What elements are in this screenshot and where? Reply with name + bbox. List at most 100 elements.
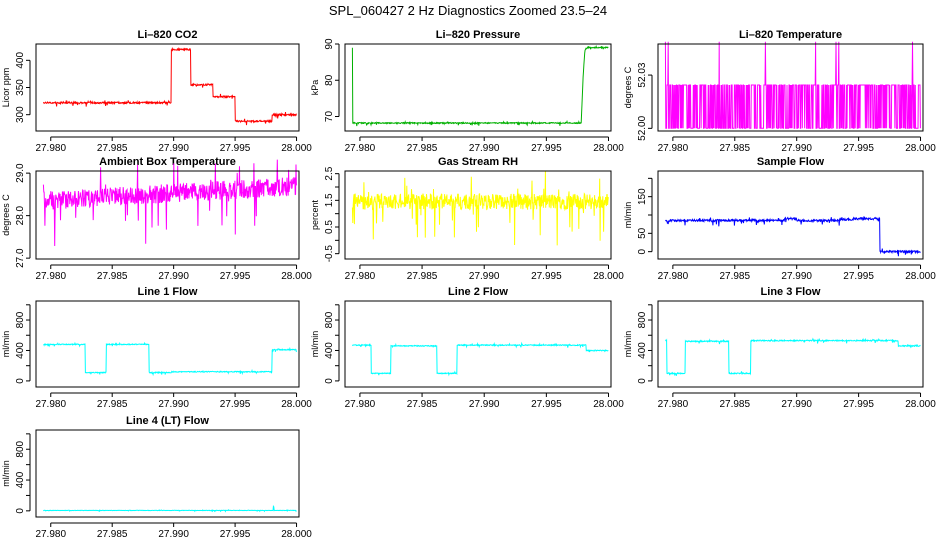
y-tick-label: 800 [324, 311, 335, 328]
x-tick-label: 27.985 [407, 399, 438, 410]
series-line [42, 46, 297, 126]
x-tick-label: 27.995 [531, 143, 562, 154]
x-tick-label: 28.000 [281, 143, 312, 154]
panel-line3-flow: Line 3 Flow ml/min 27.980 27.985 27.990 27.99… [623, 286, 936, 410]
x-tick-label: 27.980 [658, 271, 689, 282]
y-axis-label: Licor ppm [1, 68, 11, 108]
series-line [43, 341, 297, 377]
plot-frame [35, 429, 300, 518]
x-tick-label: 27.980 [658, 399, 689, 410]
y-tick-label: 400 [324, 342, 335, 359]
x-tick-label: 28.000 [281, 399, 312, 410]
y-tick-label: 28.0 [15, 205, 26, 225]
plot-frame [35, 300, 300, 388]
panel-line1-flow: Line 1 Flow ml/min 27.980 27.985 27.990 27.99… [1, 286, 312, 410]
panel-title: Gas Stream RH [438, 156, 518, 168]
x-tick-label: 28.000 [905, 143, 936, 154]
panel-line2-flow: Line 2 Flow ml/min 27.980 27.985 27.990 27.99… [310, 286, 624, 410]
x-tick-label: 27.995 [220, 271, 251, 282]
x-tick-label: 27.995 [531, 399, 562, 410]
y-tick-label: 150 [637, 188, 648, 205]
panel-title: Li–820 Temperature [739, 29, 842, 41]
plot-frame [35, 170, 300, 260]
panel-title: Ambient Box Temperature [99, 156, 236, 168]
y-axis-label: degrees C [623, 66, 633, 108]
x-tick-label: 27.980 [345, 143, 376, 154]
panel-title: Line 4 (LT) Flow [126, 415, 209, 427]
x-tick-label: 27.990 [469, 399, 500, 410]
x-tick-label: 27.995 [220, 529, 251, 540]
y-tick-label: 0 [15, 378, 26, 384]
y-tick-label: 300 [15, 106, 26, 123]
y-tick-label: 0 [637, 378, 648, 384]
y-axis-label: percent [310, 199, 320, 230]
plot-frame [344, 170, 612, 260]
y-tick-label: 800 [15, 311, 26, 328]
x-tick-label: 27.990 [158, 143, 189, 154]
x-tick-label: 27.980 [35, 143, 66, 154]
y-axis-label: ml/min [310, 331, 320, 358]
series-line [665, 337, 921, 376]
x-tick-label: 28.000 [281, 529, 312, 540]
panel-line4-flow: Line 4 (LT) Flow ml/min 27.980 27.985 27.990… [1, 415, 312, 540]
y-tick-label: 27.0 [15, 248, 26, 268]
x-tick-label: 27.990 [158, 271, 189, 282]
x-tick-label: 27.990 [469, 143, 500, 154]
x-tick-label: 27.985 [97, 143, 128, 154]
panel-title: Li–820 Pressure [436, 29, 520, 41]
series-line [665, 216, 921, 257]
y-axis-label: kPa [310, 80, 320, 96]
series-line [351, 170, 609, 246]
x-tick-label: 27.985 [719, 271, 750, 282]
panel-li-temp: Li–820 Temperature degrees C 27.980 27.985 2… [623, 29, 936, 154]
y-tick-label: 52.00 [637, 115, 648, 140]
x-tick-label: 27.980 [345, 399, 376, 410]
x-tick-label: 27.995 [220, 399, 251, 410]
y-tick-label: 2.5 [324, 166, 335, 180]
panel-pressure: Li–820 Pressure kPa 27.980 27.985 27.990 27.9… [310, 29, 624, 154]
x-tick-label: 27.985 [97, 399, 128, 410]
y-tick-label: 400 [15, 52, 26, 69]
plot-frame [344, 43, 612, 132]
panel-box-temp: Ambient Box Temperature degrees C 27.980 27… [1, 156, 312, 282]
panel-sample-flow: Sample Flow ml/min 27.980 27.985 27.990 27.99… [623, 156, 936, 282]
panel-title: Li–820 CO2 [138, 29, 198, 41]
x-tick-label: 27.995 [843, 271, 874, 282]
y-tick-label: 400 [15, 342, 26, 359]
y-tick-label: 400 [15, 471, 26, 488]
plot-frame [657, 300, 924, 388]
y-tick-label: 0 [324, 378, 335, 384]
y-tick-label: 350 [15, 79, 26, 96]
x-tick-label: 27.990 [781, 143, 812, 154]
figure-title: SPL_060427 2 Hz Diagnostics Zoomed 23.5–… [328, 3, 608, 18]
y-tick-label: 29.0 [15, 163, 26, 183]
y-axis-label: ml/min [1, 331, 11, 358]
x-tick-label: 27.995 [843, 143, 874, 154]
series-line [42, 159, 297, 247]
x-tick-label: 28.000 [905, 399, 936, 410]
y-tick-label: 0 [15, 508, 26, 514]
x-tick-label: 28.000 [593, 143, 624, 154]
x-tick-label: 28.000 [281, 271, 312, 282]
x-tick-label: 27.980 [658, 143, 689, 154]
y-tick-label: 0 [637, 248, 648, 254]
x-tick-label: 27.980 [35, 399, 66, 410]
plot-frame [657, 170, 924, 260]
x-tick-label: 27.990 [781, 399, 812, 410]
x-tick-label: 27.990 [158, 529, 189, 540]
y-tick-label: 400 [637, 342, 648, 359]
x-tick-label: 27.995 [531, 271, 562, 282]
x-tick-label: 27.985 [407, 271, 438, 282]
panel-title: Line 2 Flow [448, 286, 508, 298]
series-line [43, 505, 297, 513]
y-axis-label: ml/min [1, 460, 11, 487]
x-tick-label: 28.000 [593, 399, 624, 410]
x-tick-label: 27.980 [35, 529, 66, 540]
y-axis-label: degrees C [1, 194, 11, 236]
x-tick-label: 27.985 [719, 399, 750, 410]
y-tick-label: 800 [637, 311, 648, 328]
x-tick-label: 27.980 [35, 271, 66, 282]
panel-co2: Li–820 CO2 Licor ppm 27.980 27.985 27.990 27.… [1, 29, 312, 154]
x-tick-label: 27.990 [781, 271, 812, 282]
